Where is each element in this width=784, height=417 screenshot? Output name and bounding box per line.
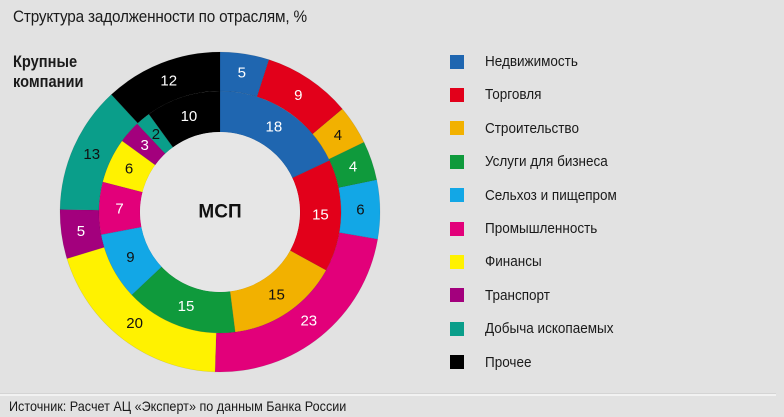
legend-item-construction: Строительство bbox=[450, 112, 770, 145]
segment-label-inner-9: 10 bbox=[181, 108, 198, 125]
segment-label-outer-0: 5 bbox=[238, 65, 246, 82]
legend-swatch bbox=[450, 254, 464, 269]
segment-label-inner-5: 7 bbox=[115, 200, 123, 217]
segment-label-outer-6: 20 bbox=[126, 315, 143, 332]
segment-label-inner-7: 3 bbox=[140, 137, 148, 154]
chart-title: Структура задолженности по отраслям, % bbox=[13, 7, 307, 26]
legend-label: Промышленность bbox=[485, 220, 598, 237]
legend-item-real-estate: Недвижимость bbox=[450, 45, 770, 78]
legend-label: Прочее bbox=[485, 353, 532, 371]
legend-label: Транспорт bbox=[485, 286, 550, 304]
legend-swatch bbox=[450, 188, 464, 203]
segment-label-outer-5: 23 bbox=[300, 312, 317, 329]
legend-label: Добыча ископаемых bbox=[485, 320, 614, 338]
legend-swatch bbox=[450, 54, 464, 69]
legend-label: Сельхоз и пищепром bbox=[485, 186, 617, 204]
segment-label-inner-0: 18 bbox=[266, 119, 283, 136]
segment-label-inner-4: 9 bbox=[126, 249, 134, 266]
segment-label-inner-6: 6 bbox=[125, 161, 133, 178]
donut-hole bbox=[140, 132, 300, 292]
segment-label-outer-9: 12 bbox=[160, 73, 177, 90]
donut-chart: 5 9 4 4 6 23 20 5 13 12 18 15 15 15 9 7 6 3 2 10 МСП bbox=[59, 51, 381, 373]
legend-swatch bbox=[450, 87, 464, 102]
segment-label-outer-1: 9 bbox=[294, 87, 302, 104]
legend-label: Услуги для бизнеса bbox=[485, 153, 608, 171]
outer-ring-large-companies bbox=[59, 51, 381, 373]
legend-swatch bbox=[450, 154, 464, 169]
legend-item-transport: Транспорт bbox=[450, 279, 770, 312]
segment-label-inner-3: 15 bbox=[178, 298, 195, 315]
legend-label: Недвижимость bbox=[485, 53, 578, 70]
segment-label-outer-3: 4 bbox=[349, 158, 357, 175]
legend-swatch bbox=[450, 221, 464, 236]
source-note: Источник: Расчет АЦ «Эксперт» по данным … bbox=[9, 398, 347, 414]
legend-item-trade: Торговля bbox=[450, 78, 770, 111]
legend-item-agriculture-food: Сельхоз и пищепром bbox=[450, 179, 770, 212]
segment-label-inner-2: 15 bbox=[268, 287, 285, 304]
legend-item-industry: Промышленность bbox=[450, 212, 770, 245]
legend-label: Торговля bbox=[485, 86, 542, 104]
legend-item-finance: Финансы bbox=[450, 245, 770, 278]
legend-item-mining: Добыча ископаемых bbox=[450, 312, 770, 345]
legend-swatch bbox=[450, 121, 464, 136]
legend-item-other: Прочее bbox=[450, 346, 770, 379]
segment-label-inner-8: 2 bbox=[152, 126, 160, 143]
inner-ring-sme bbox=[98, 90, 342, 334]
legend-label: Строительство bbox=[485, 119, 579, 137]
segment-label-outer-4: 6 bbox=[356, 201, 364, 218]
legend-swatch bbox=[450, 321, 464, 336]
legend-item-business-services: Услуги для бизнеса bbox=[450, 145, 770, 178]
segment-inner-2 bbox=[229, 250, 327, 333]
outer-ring-label-line-1: Крупные bbox=[13, 52, 78, 71]
legend-swatch bbox=[450, 355, 464, 370]
outer-ring-label-line-2: компании bbox=[13, 72, 84, 91]
segment-label-inner-1: 15 bbox=[312, 207, 329, 224]
outer-ring-label: Крупные компании bbox=[13, 52, 83, 92]
segment-label-outer-2: 4 bbox=[334, 127, 342, 144]
footer-divider bbox=[0, 393, 776, 396]
legend-label: Финансы bbox=[485, 253, 542, 271]
center-label: МСП bbox=[198, 202, 241, 223]
segment-label-outer-7: 5 bbox=[77, 223, 85, 240]
segment-label-outer-8: 13 bbox=[83, 146, 100, 163]
legend-swatch bbox=[450, 288, 464, 303]
